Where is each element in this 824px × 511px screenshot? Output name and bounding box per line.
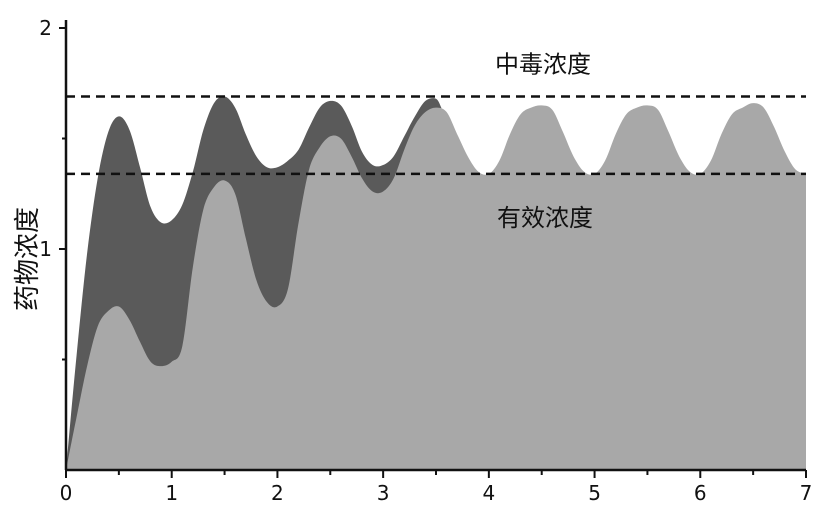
concentration-area-2 [66,103,806,470]
y-tick-label: 1 [39,237,52,261]
axes: 0 1 2 3 4 5 6 7 1 2 药物浓度 [13,16,812,505]
area-layer [66,96,806,470]
x-tick-label: 5 [588,481,601,505]
y-axis-label: 药物浓度 [13,207,43,311]
x-tick-label: 0 [60,481,73,505]
x-tick-label: 6 [694,481,707,505]
x-tick-label: 1 [165,481,178,505]
x-tick-label: 4 [482,481,495,505]
effective-concentration-label: 有效浓度 [497,204,593,232]
x-tick-label: 7 [800,481,813,505]
threshold-layer [66,95,806,176]
y-tick-label: 2 [39,16,52,40]
toxic-concentration-label: 中毒浓度 [495,51,591,79]
x-tick-label: 2 [271,481,284,505]
x-tick-label: 3 [377,481,390,505]
